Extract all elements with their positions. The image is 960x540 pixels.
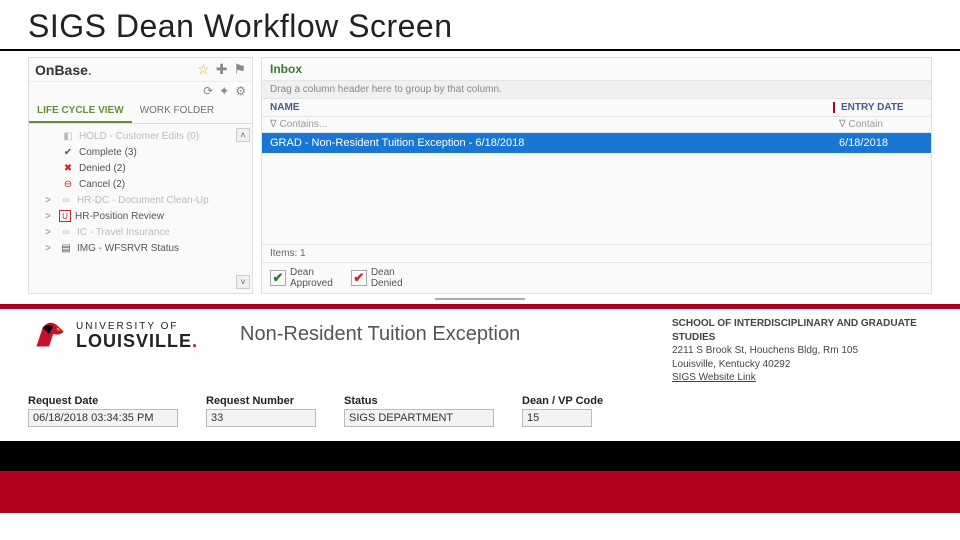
logo-dot: . (88, 62, 92, 78)
footer-red-bar (0, 471, 960, 513)
scroll-up-button[interactable]: ˄ (236, 128, 250, 142)
workflow-icon: ∞ (59, 226, 73, 238)
tab-lifecycle-view[interactable]: LIFE CYCLE VIEW (29, 100, 132, 123)
tree-label: Cancel (2) (79, 179, 125, 190)
logo-text: OnBase (35, 62, 88, 78)
tree-item[interactable]: > ▤ IMG - WFSRVR Status (31, 240, 250, 256)
field-label: Dean / VP Code (522, 395, 603, 407)
flag-icon[interactable]: ⚑ (233, 61, 246, 78)
inbox-title: Inbox (262, 58, 931, 80)
cancel-icon: ⊖ (61, 178, 75, 190)
favorite-icon[interactable]: ☆ (197, 61, 210, 78)
tree-item[interactable]: > ∞ HR-DC - Document Clean-Up (31, 192, 250, 208)
tree-item[interactable]: > ∞ IC - Travel Insurance (31, 224, 250, 240)
field-status: Status SIGS DEPARTMENT (344, 395, 494, 427)
splitter-handle[interactable] (435, 298, 525, 300)
footer-black-bar (0, 441, 960, 471)
field-request-number: Request Number 33 (206, 395, 316, 427)
left-sub-toolbar: ⟳ ✦ ⚙ (29, 82, 252, 100)
expand-icon[interactable]: > (45, 227, 55, 238)
dean-denied-button[interactable]: ✔ DeanDenied (351, 267, 403, 289)
add-icon[interactable]: ✚ (216, 61, 228, 78)
hold-icon: ◧ (61, 130, 75, 142)
action-bar: ✔ DeanApproved ✔ DeanDenied (262, 262, 931, 293)
school-addr2: Louisville, Kentucky 40292 (672, 358, 932, 372)
workflow-icon: ∞ (59, 194, 73, 206)
field-value: 33 (206, 409, 316, 427)
filter-entry-input[interactable]: ∇ Contain (833, 119, 923, 130)
tree-label: HR-Position Review (75, 211, 164, 222)
tree-label: IMG - WFSRVR Status (77, 243, 179, 254)
onbase-logo: OnBase. (35, 62, 92, 78)
tree-item[interactable]: ◧ HOLD - Customer Edits (0) (31, 128, 250, 144)
field-value: 15 (522, 409, 592, 427)
school-name: SCHOOL OF INTERDISCIPLINARY AND GRADUATE… (672, 317, 932, 344)
tree-item[interactable]: ✔ Complete (3) (31, 144, 250, 160)
action-label: DeanDenied (371, 267, 403, 289)
tree-label: Denied (2) (79, 163, 126, 174)
school-info: SCHOOL OF INTERDISCIPLINARY AND GRADUATE… (672, 315, 932, 385)
field-value: SIGS DEPARTMENT (344, 409, 494, 427)
document-title: Non-Resident Tuition Exception (210, 315, 660, 346)
link-icon[interactable]: ✦ (219, 84, 229, 98)
filter-name-input[interactable]: ∇ Contains... (270, 119, 833, 130)
document-viewer: UNIVERSITY OF LOUISVILLE. Non-Resident T… (0, 304, 960, 435)
tree-item[interactable]: ⊖ Cancel (2) (31, 176, 250, 192)
lifecycle-tree: ˄ ◧ HOLD - Customer Edits (0) ✔ Complete… (29, 124, 252, 293)
field-label: Status (344, 395, 494, 407)
action-label: DeanApproved (290, 267, 333, 289)
dean-approved-button[interactable]: ✔ DeanApproved (270, 267, 333, 289)
complete-icon: ✔ (61, 146, 75, 158)
tree-label: HOLD - Customer Edits (0) (79, 131, 199, 142)
column-name[interactable]: NAME (270, 102, 833, 113)
denied-icon: ✖ (61, 162, 75, 174)
items-count: Items: 1 (262, 244, 931, 262)
tree-item[interactable]: > U HR-Position Review (31, 208, 250, 224)
group-drag-hint: Drag a column header here to group by th… (262, 80, 931, 99)
app-area: OnBase. ☆ ✚ ⚑ ⟳ ✦ ⚙ LIFE CYCLE VIEW WORK… (0, 51, 960, 294)
scroll-down-button[interactable]: ˅ (236, 275, 250, 289)
form-row: Request Date 06/18/2018 03:34:35 PM Requ… (28, 395, 932, 427)
expand-icon[interactable]: > (45, 195, 55, 206)
tree-label: HR-DC - Document Clean-Up (77, 195, 209, 206)
univ-line2: LOUISVILLE. (76, 332, 198, 352)
filter-row: ∇ Contains... ∇ Contain (262, 117, 931, 133)
inbox-whitespace (262, 153, 931, 244)
check-icon: ✔ (351, 270, 367, 286)
row-name: GRAD - Non-Resident Tuition Exception - … (270, 137, 833, 149)
left-tabs: LIFE CYCLE VIEW WORK FOLDER (29, 100, 252, 124)
gear-icon[interactable]: ⚙ (235, 84, 246, 98)
column-headers: NAME ENTRY DATE (262, 99, 931, 117)
tree-label: Complete (3) (79, 147, 137, 158)
column-entry-date[interactable]: ENTRY DATE (833, 102, 923, 113)
list-icon: ▤ (59, 242, 73, 254)
check-icon: ✔ (270, 270, 286, 286)
school-addr1: 2211 S Brook St, Houchens Bldg, Rm 105 (672, 344, 932, 358)
field-label: Request Date (28, 395, 178, 407)
right-panel: Inbox Drag a column header here to group… (261, 57, 932, 294)
left-panel: OnBase. ☆ ✚ ⚑ ⟳ ✦ ⚙ LIFE CYCLE VIEW WORK… (28, 57, 253, 294)
tab-work-folder[interactable]: WORK FOLDER (132, 100, 222, 123)
row-entry-date: 6/18/2018 (833, 137, 923, 149)
field-value: 06/18/2018 03:34:35 PM (28, 409, 178, 427)
university-logo: UNIVERSITY OF LOUISVILLE. (28, 315, 198, 357)
expand-icon[interactable]: > (45, 211, 55, 222)
expand-icon[interactable]: > (45, 243, 55, 254)
field-request-date: Request Date 06/18/2018 03:34:35 PM (28, 395, 178, 427)
refresh-icon[interactable]: ⟳ (203, 84, 213, 98)
cardinal-icon (28, 315, 70, 357)
top-toolbar: ☆ ✚ ⚑ (197, 61, 246, 78)
page-title: SIGS Dean Workflow Screen (0, 0, 960, 51)
sigs-website-link[interactable]: SIGS Website Link (672, 371, 932, 385)
left-panel-header: OnBase. ☆ ✚ ⚑ (29, 58, 252, 82)
inbox-row-selected[interactable]: GRAD - Non-Resident Tuition Exception - … (262, 133, 931, 153)
position-icon: U (59, 210, 71, 222)
field-label: Request Number (206, 395, 316, 407)
tree-item[interactable]: ✖ Denied (2) (31, 160, 250, 176)
field-dean-vp-code: Dean / VP Code 15 (522, 395, 603, 427)
university-wordmark: UNIVERSITY OF LOUISVILLE. (76, 321, 198, 352)
tree-label: IC - Travel Insurance (77, 227, 170, 238)
doc-header: UNIVERSITY OF LOUISVILLE. Non-Resident T… (28, 315, 932, 385)
